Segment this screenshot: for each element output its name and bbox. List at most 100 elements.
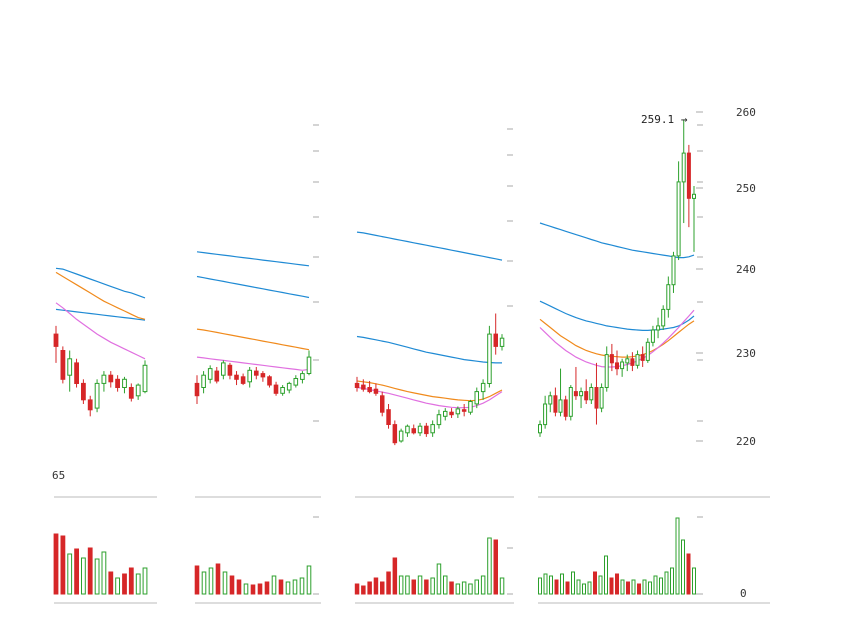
candle: [543, 395, 548, 429]
candle: [615, 350, 619, 376]
candle: [87, 395, 93, 417]
candle: [692, 186, 696, 252]
volume-bar: [122, 573, 127, 595]
candle-body: [300, 373, 305, 380]
volume-bar: [587, 581, 592, 595]
candle: [135, 383, 141, 400]
ma-long-line: [356, 231, 503, 261]
volume-bar: [631, 579, 636, 595]
candle-body: [493, 333, 498, 347]
candle-body: [201, 374, 206, 389]
candle: [594, 362, 599, 425]
volume-bar: [615, 573, 619, 595]
candle-body: [635, 354, 640, 366]
candle-body: [681, 152, 686, 183]
chart-panel-4: [538, 119, 706, 604]
candle-body: [398, 430, 404, 442]
candle-body: [630, 358, 635, 366]
volume-bar: [692, 567, 696, 595]
candle: [468, 399, 473, 415]
candle-body: [568, 387, 573, 417]
candle: [656, 317, 661, 339]
candle-body: [548, 395, 553, 405]
price-tick-label: 250: [736, 182, 756, 195]
volume-tick-label: 0: [740, 587, 747, 600]
volume-bar: [60, 535, 66, 595]
candle: [563, 395, 568, 421]
candle-body: [640, 354, 645, 361]
candle-body: [686, 152, 691, 199]
volume-axis: 0: [696, 587, 747, 600]
candle: [625, 354, 630, 372]
candle-body: [74, 362, 79, 384]
ma-short-line: [356, 386, 503, 409]
candle: [493, 313, 498, 355]
volume-bar: [142, 567, 148, 595]
candle: [392, 420, 398, 446]
volume-bar: [292, 579, 298, 595]
candle-body: [101, 374, 107, 384]
candle-body: [280, 387, 285, 394]
volume-bar: [67, 553, 73, 595]
fragment-label: 65: [52, 469, 65, 482]
candle-body: [361, 384, 366, 390]
volume-bar: [582, 583, 586, 595]
ma-long-2-line: [55, 308, 146, 321]
candle: [474, 387, 479, 409]
ma-long-line: [539, 222, 695, 259]
candle-body: [455, 408, 461, 415]
candle: [286, 381, 292, 394]
candle: [604, 346, 609, 392]
volume-bar: [215, 563, 221, 595]
volume-bar: [499, 577, 505, 595]
volume-bar: [201, 571, 207, 595]
candle-body: [411, 428, 416, 434]
candle-body: [53, 333, 59, 347]
candle: [443, 408, 448, 421]
candle: [367, 380, 372, 394]
volume-bar: [236, 579, 242, 595]
candle-body: [656, 325, 661, 331]
candle: [254, 366, 259, 380]
volume-bar: [361, 585, 366, 595]
candle: [461, 403, 467, 417]
volume-bar: [405, 575, 410, 595]
price-axis: 260 250 240 230 220: [696, 106, 756, 448]
volume-bar: [299, 577, 305, 595]
candle: [201, 371, 206, 394]
volume-bar: [264, 581, 270, 595]
volume-bar: [620, 579, 625, 595]
candle-body: [214, 370, 220, 382]
candle-body: [543, 403, 548, 426]
candle: [115, 375, 120, 392]
candle-body: [194, 382, 200, 397]
volume-bar: [480, 575, 486, 595]
candle: [686, 144, 691, 228]
candle: [430, 420, 435, 437]
candle: [386, 403, 391, 429]
volume-bar: [229, 575, 235, 595]
ma-short-line: [196, 356, 310, 371]
candle-body: [645, 341, 650, 361]
ma-mid-line: [55, 271, 146, 320]
volume-bar: [455, 583, 461, 595]
candle: [273, 381, 279, 396]
ma-long-line: [55, 267, 146, 299]
candle: [128, 383, 134, 402]
candle: [60, 346, 66, 384]
candle-body: [589, 387, 594, 401]
volume-bar: [681, 539, 685, 595]
candle-body: [260, 373, 266, 378]
candle-body: [142, 364, 148, 393]
volume-bar: [576, 579, 581, 595]
candle: [620, 358, 625, 377]
ma-mid-line: [196, 328, 310, 351]
volume-bar: [449, 581, 454, 595]
candle: [398, 428, 404, 443]
volume-bar: [487, 537, 492, 595]
candle: [630, 352, 635, 372]
chart-panel-2: [194, 124, 321, 604]
volume-bar: [392, 557, 398, 595]
candle-body: [60, 350, 66, 380]
